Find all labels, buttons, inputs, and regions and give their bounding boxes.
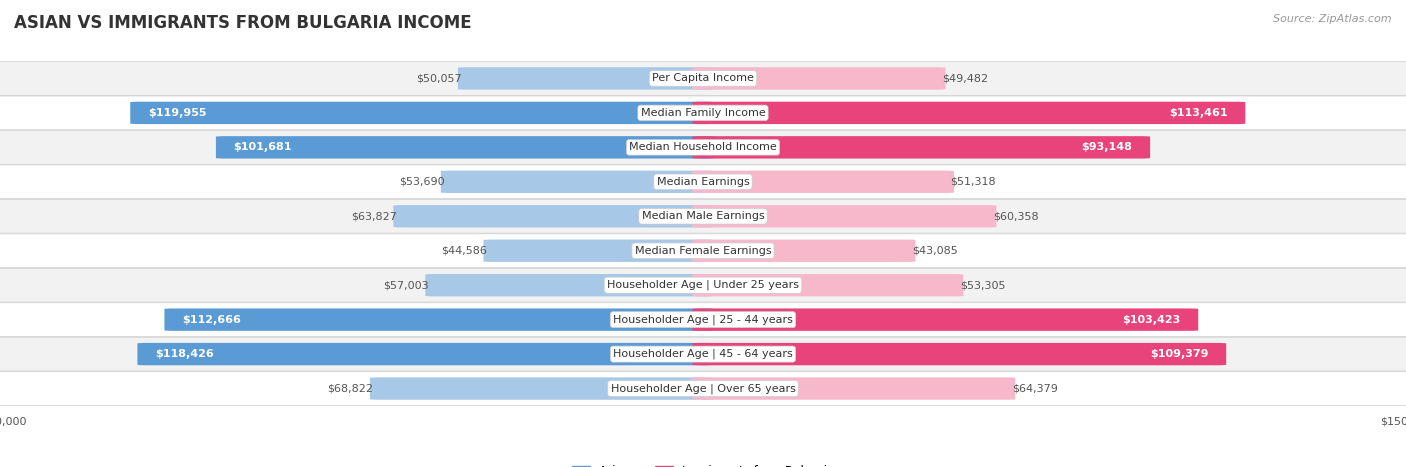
Text: $112,666: $112,666 <box>181 315 240 325</box>
Text: $50,057: $50,057 <box>416 73 461 84</box>
FancyBboxPatch shape <box>425 274 713 297</box>
FancyBboxPatch shape <box>693 136 1150 159</box>
FancyBboxPatch shape <box>693 240 915 262</box>
Text: $53,690: $53,690 <box>399 177 444 187</box>
FancyBboxPatch shape <box>693 170 955 193</box>
Text: Median Earnings: Median Earnings <box>657 177 749 187</box>
FancyBboxPatch shape <box>394 205 713 227</box>
Text: Source: ZipAtlas.com: Source: ZipAtlas.com <box>1274 14 1392 24</box>
FancyBboxPatch shape <box>370 377 713 400</box>
Text: Householder Age | 25 - 44 years: Householder Age | 25 - 44 years <box>613 314 793 325</box>
Text: $109,379: $109,379 <box>1150 349 1209 359</box>
FancyBboxPatch shape <box>693 102 1246 124</box>
FancyBboxPatch shape <box>484 240 713 262</box>
Text: Householder Age | Under 25 years: Householder Age | Under 25 years <box>607 280 799 290</box>
Text: Per Capita Income: Per Capita Income <box>652 73 754 84</box>
Text: $44,586: $44,586 <box>441 246 486 256</box>
FancyBboxPatch shape <box>0 130 1406 164</box>
Text: $103,423: $103,423 <box>1122 315 1181 325</box>
FancyBboxPatch shape <box>0 62 1406 95</box>
FancyBboxPatch shape <box>131 102 713 124</box>
FancyBboxPatch shape <box>165 308 713 331</box>
Text: $119,955: $119,955 <box>148 108 207 118</box>
Text: $93,148: $93,148 <box>1081 142 1132 152</box>
FancyBboxPatch shape <box>693 205 997 227</box>
FancyBboxPatch shape <box>0 337 1406 371</box>
FancyBboxPatch shape <box>458 67 713 90</box>
Text: $63,827: $63,827 <box>352 211 396 221</box>
Text: Median Male Earnings: Median Male Earnings <box>641 211 765 221</box>
Text: Median Female Earnings: Median Female Earnings <box>634 246 772 256</box>
Text: $60,358: $60,358 <box>993 211 1039 221</box>
Legend: Asian, Immigrants from Bulgaria: Asian, Immigrants from Bulgaria <box>567 460 839 467</box>
FancyBboxPatch shape <box>693 67 945 90</box>
FancyBboxPatch shape <box>138 343 713 365</box>
Text: $51,318: $51,318 <box>950 177 997 187</box>
Text: $49,482: $49,482 <box>942 73 988 84</box>
FancyBboxPatch shape <box>441 170 713 193</box>
Text: $113,461: $113,461 <box>1170 108 1227 118</box>
FancyBboxPatch shape <box>693 274 963 297</box>
Text: Householder Age | 45 - 64 years: Householder Age | 45 - 64 years <box>613 349 793 359</box>
FancyBboxPatch shape <box>0 199 1406 233</box>
FancyBboxPatch shape <box>693 308 1198 331</box>
Text: $43,085: $43,085 <box>912 246 957 256</box>
FancyBboxPatch shape <box>693 343 1226 365</box>
FancyBboxPatch shape <box>0 303 1406 337</box>
Text: $64,379: $64,379 <box>1012 383 1057 394</box>
Text: ASIAN VS IMMIGRANTS FROM BULGARIA INCOME: ASIAN VS IMMIGRANTS FROM BULGARIA INCOME <box>14 14 471 32</box>
FancyBboxPatch shape <box>0 372 1406 405</box>
FancyBboxPatch shape <box>0 165 1406 198</box>
Text: Median Family Income: Median Family Income <box>641 108 765 118</box>
Text: $118,426: $118,426 <box>155 349 214 359</box>
FancyBboxPatch shape <box>217 136 713 159</box>
FancyBboxPatch shape <box>0 269 1406 302</box>
Text: $57,003: $57,003 <box>384 280 429 290</box>
Text: Median Household Income: Median Household Income <box>628 142 778 152</box>
FancyBboxPatch shape <box>0 96 1406 130</box>
FancyBboxPatch shape <box>693 377 1015 400</box>
Text: Householder Age | Over 65 years: Householder Age | Over 65 years <box>610 383 796 394</box>
FancyBboxPatch shape <box>0 234 1406 268</box>
Text: $53,305: $53,305 <box>960 280 1005 290</box>
Text: $68,822: $68,822 <box>328 383 374 394</box>
Text: $101,681: $101,681 <box>233 142 292 152</box>
